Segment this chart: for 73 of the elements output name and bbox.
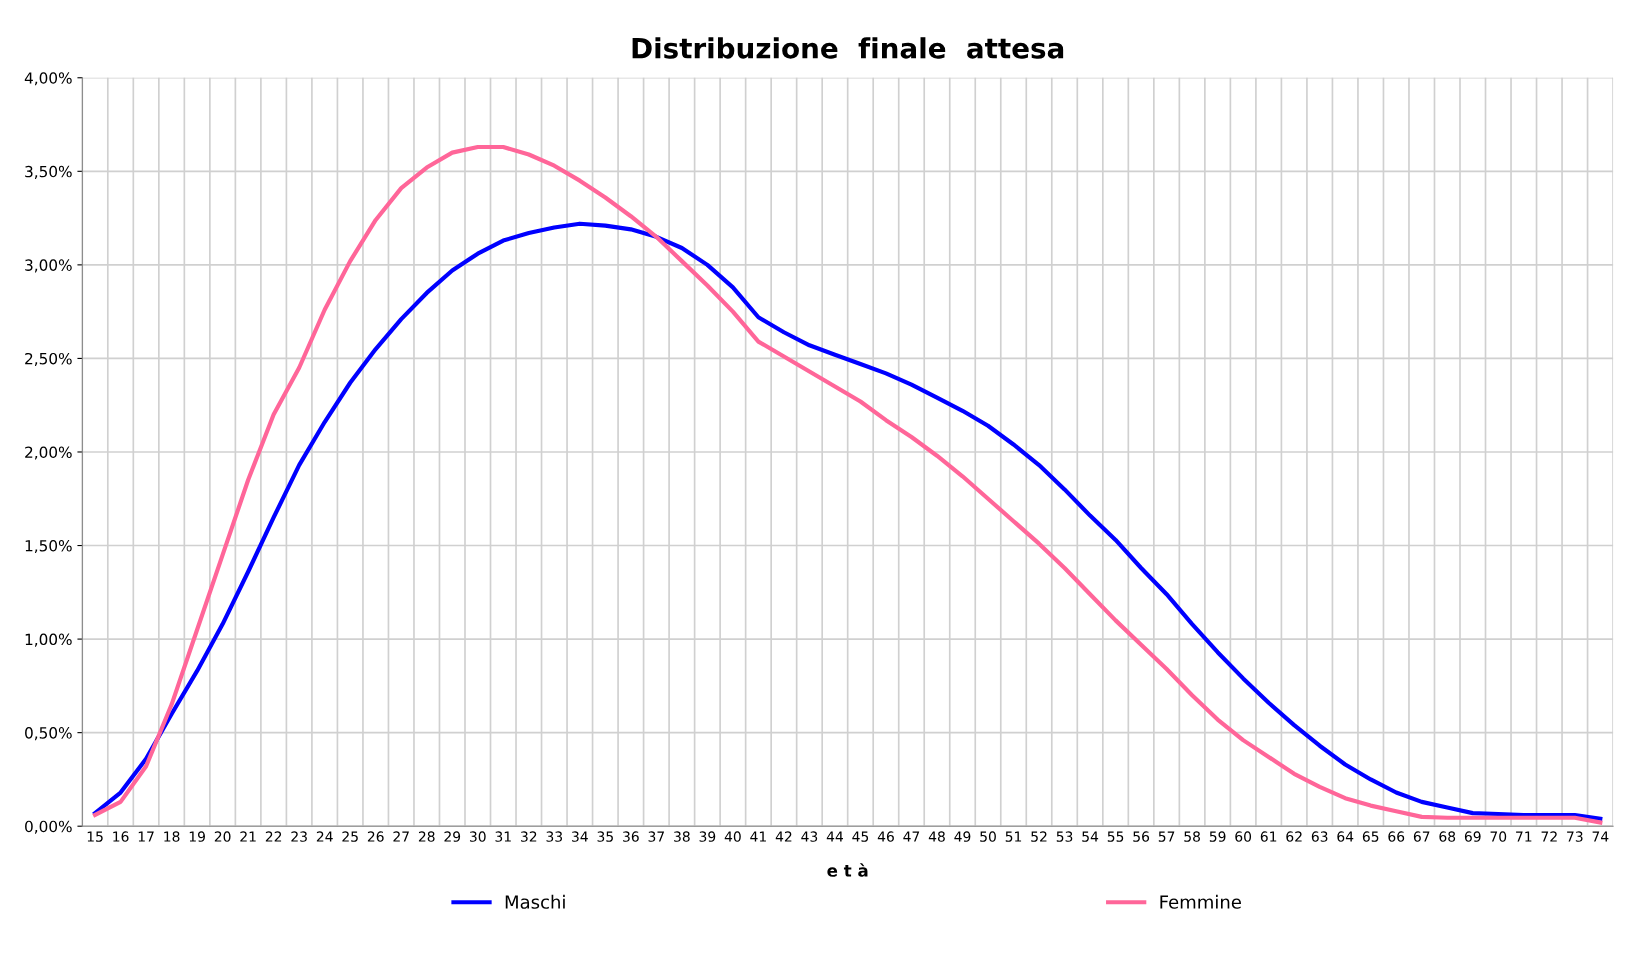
x-tick-label: 23: [291, 831, 307, 842]
x-tick-label: 21: [240, 831, 256, 842]
x-tick-label: 55: [1107, 831, 1124, 842]
x-tick-label: 72: [1541, 831, 1557, 842]
chart-title: Distribuzione finale attesa: [632, 37, 1064, 59]
x-tick-label: 44: [826, 831, 843, 842]
x-tick-label: 35: [597, 831, 613, 842]
x-tick-label: 51: [1005, 831, 1022, 842]
y-tick-label: 0,00%: [25, 820, 72, 834]
x-tick-label: 64: [1337, 831, 1354, 842]
x-tick-label: 49: [954, 831, 971, 842]
x-tick-label: 42: [775, 831, 792, 842]
x-tick-label: 22: [265, 831, 282, 842]
x-tick-label: 69: [1464, 831, 1481, 842]
x-tick-label: 70: [1490, 831, 1507, 842]
x-tick-label: 20: [214, 831, 231, 842]
y-tick-label: 2,00%: [25, 446, 72, 460]
x-tick-label: 74: [1592, 831, 1609, 842]
x-tick-label: 66: [1388, 831, 1405, 842]
x-tick-label: 54: [1082, 831, 1099, 842]
x-tick-label: 63: [1311, 831, 1328, 842]
y-tick-label: 3,50%: [25, 165, 72, 179]
x-tick-label: 56: [1133, 831, 1150, 842]
x-tick-label: 15: [87, 831, 103, 842]
x-tick-label: 62: [1286, 831, 1302, 842]
x-tick-label: 47: [903, 831, 920, 842]
x-tick-label: 30: [469, 831, 486, 842]
x-tick-label: 36: [623, 831, 639, 842]
x-tick-label: 17: [138, 831, 154, 842]
y-tick-label: 1,50%: [25, 540, 72, 554]
x-tick-label: 38: [674, 831, 690, 842]
x-tick-label: 39: [699, 831, 716, 842]
x-tick-label: 71: [1516, 831, 1532, 842]
x-tick-label: 24: [316, 831, 333, 842]
y-tick-label: 2,50%: [25, 352, 72, 367]
y-tick-label: 1,00%: [25, 633, 72, 647]
x-tick-label: 68: [1439, 831, 1456, 842]
y-tick-label: 0,50%: [25, 727, 72, 741]
x-tick-label: 37: [648, 831, 664, 842]
x-tick-label: 40: [724, 831, 741, 842]
x-tick-label: 29: [444, 831, 461, 842]
legend-label: Maschi: [505, 894, 565, 909]
x-tick-label: 16: [113, 831, 129, 842]
x-tick-label: 43: [801, 831, 818, 842]
x-tick-label: 41: [750, 831, 766, 842]
x-tick-label: 34: [572, 831, 588, 842]
y-tick-label: 4,00%: [24, 72, 72, 86]
x-tick-label: 53: [1056, 831, 1073, 842]
x-tick-label: 67: [1413, 831, 1430, 842]
x-tick-label: 65: [1362, 831, 1379, 842]
x-tick-label: 59: [1209, 831, 1226, 842]
x-tick-label: 46: [877, 831, 894, 842]
x-tick-label: 26: [367, 831, 384, 842]
x-tick-label: 32: [521, 831, 537, 842]
x-tick-label: 45: [852, 831, 869, 842]
x-tick-label: 57: [1158, 831, 1175, 842]
x-tick-label: 33: [546, 831, 563, 842]
x-tick-label: 27: [393, 831, 409, 842]
x-tick-label: 19: [189, 831, 205, 842]
x-tick-label: 25: [342, 831, 358, 842]
x-tick-label: 50: [980, 831, 996, 842]
legend-label: Femmine: [1160, 894, 1241, 909]
x-tick-label: 48: [928, 831, 945, 842]
x-axis-title: e t à: [827, 863, 868, 877]
x-tick-label: 52: [1031, 831, 1047, 842]
x-tick-label: 18: [164, 831, 180, 842]
x-tick-label: 61: [1260, 831, 1277, 842]
x-tick-label: 73: [1567, 831, 1583, 842]
x-tick-label: 58: [1184, 831, 1200, 842]
y-tick-label: 3,00%: [25, 259, 72, 273]
x-tick-label: 28: [418, 831, 435, 842]
x-tick-label: 60: [1235, 831, 1252, 842]
x-tick-label: 31: [495, 831, 511, 842]
